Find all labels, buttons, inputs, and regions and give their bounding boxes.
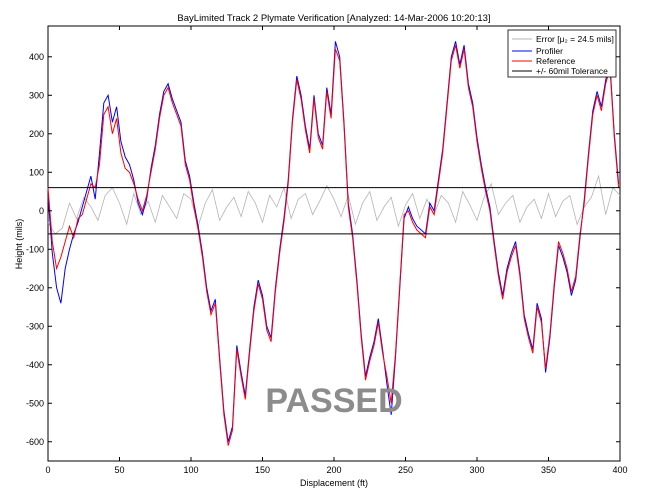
- legend-label-profiler: Profiler: [536, 46, 563, 56]
- x-tick-label: 50: [114, 465, 124, 475]
- x-tick-label: 400: [612, 465, 627, 475]
- x-tick-label: 0: [45, 465, 50, 475]
- y-tick-label: -400: [26, 360, 44, 370]
- legend-label-tolerance: +/- 60mil Tolerance: [536, 66, 608, 76]
- legend-box: [507, 29, 617, 78]
- y-tick-label: -300: [26, 321, 44, 331]
- x-tick-label: 350: [541, 465, 556, 475]
- x-tick-label: 200: [326, 465, 341, 475]
- y-axis-label: Height (mils): [14, 219, 24, 270]
- y-tick-label: -200: [26, 283, 44, 293]
- x-axis-label: Displacement (ft): [300, 478, 368, 488]
- passed-stamp: PASSED: [265, 382, 402, 420]
- y-tick-label: 400: [29, 52, 44, 62]
- chart-title: BayLimited Track 2 Plymate Verification …: [177, 13, 490, 24]
- y-tick-label: 300: [29, 90, 44, 100]
- x-tick-label: 150: [255, 465, 270, 475]
- y-tick-label: -600: [26, 437, 44, 447]
- y-tick-label: 0: [39, 206, 44, 216]
- y-tick-label: 100: [29, 167, 44, 177]
- x-tick-label: 100: [183, 465, 198, 475]
- x-tick-label: 300: [469, 465, 484, 475]
- y-tick-label: -100: [26, 244, 44, 254]
- y-tick-label: -500: [26, 398, 44, 408]
- legend-label-reference: Reference: [536, 56, 575, 66]
- x-tick-label: 250: [398, 465, 413, 475]
- series-layer: [47, 41, 621, 446]
- legend-label-error: Error [μ₂ = 24.5 mils]: [536, 34, 614, 44]
- axes-layer: 0 50 100 150 200 250 300 350 400 -600 -500 -400 -300…: [26, 26, 628, 475]
- y-tick-label: 200: [29, 129, 44, 139]
- series-line-reference: [47, 45, 620, 446]
- plot-area: [47, 25, 621, 462]
- legend: Error [μ₂ = 24.5 mils] Profiler Referenc…: [507, 29, 617, 78]
